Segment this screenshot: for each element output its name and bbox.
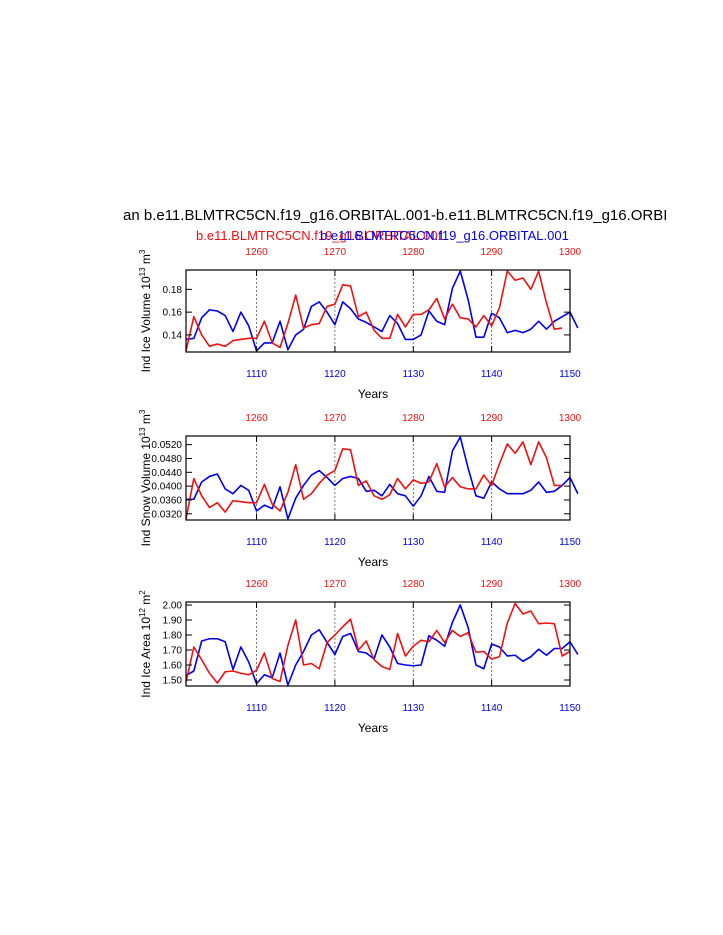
x-tick-label-top: 1270	[324, 247, 347, 258]
subtitle-right: b.e11.BLMTRC5CN.f19_g16.ORBITAL.001	[320, 228, 569, 243]
series-line-blue	[186, 436, 579, 520]
x-tick-label-bottom: 1130	[403, 369, 425, 380]
x-tick-label-bottom: 1110	[246, 703, 267, 714]
x-tick-label-top: 1280	[402, 413, 425, 424]
series-line-blue	[185, 270, 579, 352]
series-line-red	[185, 602, 571, 684]
y-tick-label: 1.80	[163, 631, 183, 642]
plot-frame	[185, 435, 571, 521]
x-tick-label-bottom: 1120	[324, 703, 346, 714]
x-tick-label-top: 1300	[559, 247, 582, 258]
x-tick-label-bottom: 1150	[559, 369, 581, 380]
y-tick-label: 0.0320	[151, 509, 182, 520]
x-tick-label-top: 1300	[559, 579, 582, 590]
plot-frame	[185, 269, 571, 353]
x-tick-label-top: 1270	[324, 579, 347, 590]
x-tick-label-bottom: 1120	[324, 369, 346, 380]
x-tick-label-top: 1280	[402, 579, 425, 590]
chart-panel-3: 1.50 1.60 1.70 1.80 1.90 2.00 1110 1120 1130 1140…	[138, 579, 582, 735]
x-tick-label-bottom: 1140	[481, 703, 503, 714]
y-axis-label: Ind Ice Area 1012 m2	[138, 590, 153, 698]
subtitle-left: b.e11.BLMTRC5CN.f19_g16.ORBITAL.001	[196, 228, 445, 243]
x-tick-label-top: 1290	[481, 413, 504, 424]
chart-panel-2: 0.0320 0.0360 0.0400 0.0440 0.0480 0.0520 1110…	[138, 409, 582, 569]
x-tick-label-top: 1260	[245, 579, 268, 590]
y-tick-label: 1.60	[163, 661, 183, 672]
y-tick-label: 0.0440	[151, 468, 182, 479]
y-tick-label: 1.70	[163, 646, 183, 657]
y-tick-label: 0.0400	[151, 482, 182, 493]
x-tick-label-bottom: 1110	[246, 537, 267, 548]
figure-title: an b.e11.BLMTRC5CN.f19_g16.ORBITAL.001-b…	[123, 207, 667, 224]
series-line-red	[185, 270, 563, 352]
x-tick-label-bottom: 1130	[403, 537, 425, 548]
x-axis-label: Years	[358, 721, 388, 735]
x-tick-label-top: 1260	[245, 247, 268, 258]
y-tick-label: 1.90	[163, 616, 183, 627]
y-tick-label: 0.18	[163, 285, 183, 296]
series-line-blue	[185, 604, 579, 687]
y-tick-label: 0.14	[163, 330, 183, 341]
x-tick-label-bottom: 1140	[481, 369, 503, 380]
plot-frame	[185, 601, 571, 687]
y-axis-label: Ind Ice Volume 1013 m3	[138, 249, 153, 372]
y-axis-label: Ind Snow Volume 1013 m3	[138, 409, 153, 546]
y-tick-label: 0.16	[163, 308, 183, 319]
x-tick-label-bottom: 1150	[559, 537, 581, 548]
x-tick-label-top: 1270	[324, 413, 347, 424]
x-tick-label-top: 1280	[402, 247, 425, 258]
x-tick-label-bottom: 1120	[324, 537, 346, 548]
x-tick-label-top: 1290	[481, 247, 504, 258]
series-line-red	[185, 441, 563, 520]
x-tick-label-top: 1290	[481, 579, 504, 590]
y-tick-label: 1.50	[163, 676, 183, 687]
x-axis-label: Years	[358, 387, 388, 401]
x-tick-label-top: 1300	[559, 413, 582, 424]
x-tick-label-bottom: 1140	[481, 537, 503, 548]
x-tick-label-bottom: 1130	[403, 703, 425, 714]
y-tick-label: 0.0480	[151, 454, 182, 465]
x-tick-label-bottom: 1110	[246, 369, 267, 380]
y-tick-label: 0.0520	[151, 440, 182, 451]
chart-panels: 0.14 0.16 0.18 1110 1120 1130 1140 1150 1260 1270…	[138, 247, 582, 735]
chart-panel-1: 0.14 0.16 0.18 1110 1120 1130 1140 1150 1260 1270…	[138, 247, 582, 401]
x-tick-label-bottom: 1150	[559, 703, 581, 714]
x-axis-label: Years	[358, 555, 388, 569]
y-tick-label: 2.00	[163, 601, 183, 612]
y-tick-label: 0.0360	[151, 495, 182, 506]
x-tick-label-top: 1260	[245, 413, 268, 424]
